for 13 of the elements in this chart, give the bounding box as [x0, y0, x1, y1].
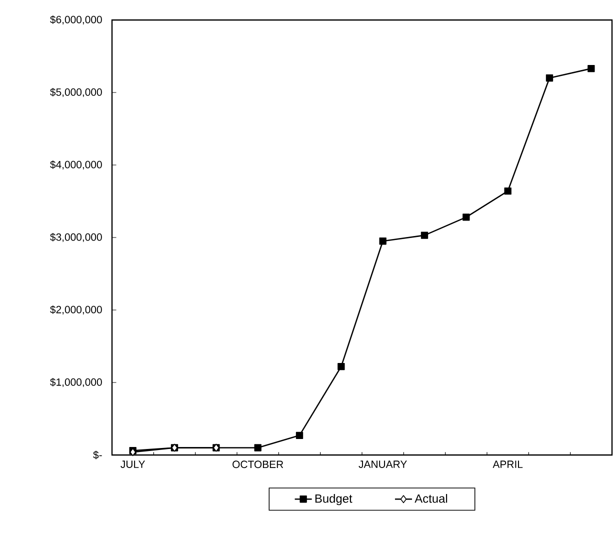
- x-tick-label: APRIL: [492, 460, 523, 468]
- x-tick-label: JANUARY: [358, 460, 407, 468]
- y-tick-label: $4,000,000: [50, 160, 102, 170]
- x-tick-label: OCTOBER: [232, 460, 284, 468]
- y-tick-label: $6,000,000: [50, 15, 102, 25]
- y-tick-label: $-: [93, 450, 102, 460]
- x-tick-label: JULY: [120, 460, 146, 468]
- legend-label: Budget: [315, 494, 352, 506]
- y-tick-label: $2,000,000: [50, 305, 102, 315]
- legend-label: Actual: [414, 494, 448, 503]
- y-tick-label: $3,000,000: [50, 232, 102, 242]
- y-tick-label: $1,000,000: [50, 378, 102, 388]
- y-tick-label: $5,000,000: [50, 88, 102, 98]
